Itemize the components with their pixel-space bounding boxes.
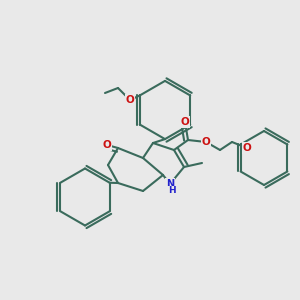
Text: O: O [181,117,189,127]
Text: O: O [103,140,111,150]
Text: O: O [202,137,210,147]
Text: O: O [126,95,134,105]
Text: N: N [166,179,174,189]
Text: H: H [168,186,175,195]
Text: O: O [243,143,251,153]
